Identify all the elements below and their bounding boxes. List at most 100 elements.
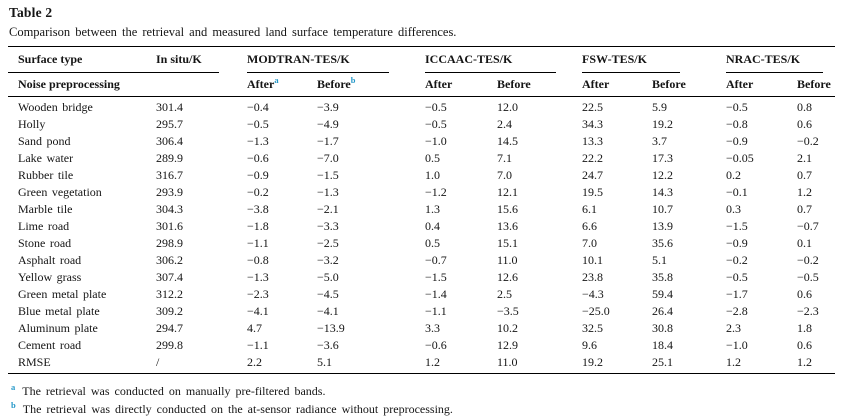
table-row: Stone road 298.9 −1.1 −2.5 0.5 15.1 7.0 35.6 −0.… xyxy=(8,235,835,252)
value-cell: 13.6 xyxy=(497,219,518,233)
value-cell: −0.6 xyxy=(247,151,269,165)
table-row: Sand pond 306.4 −1.3 −1.7 −1.0 14.5 13.3 3.7 −0.… xyxy=(8,133,835,150)
in-situ-cell: 306.2 xyxy=(156,253,183,267)
table-row: Marble tile 304.3 −3.8 −2.1 1.3 15.6 6.1 10.7 0.… xyxy=(8,201,835,218)
surface-type-cell: Green vegetation xyxy=(18,185,102,199)
table-row: Lime road 301.6 −1.8 −3.3 0.4 13.6 6.6 13.9 −1.5… xyxy=(8,218,835,235)
value-cell: −1.1 xyxy=(425,304,447,318)
value-cell: −1.3 xyxy=(317,185,339,199)
table-row: Holly 295.7 −0.5 −4.9 −0.5 2.4 34.3 19.2 −0.8 0.6 xyxy=(8,116,835,133)
value-cell: 5.9 xyxy=(652,100,668,114)
value-cell: 12.0 xyxy=(497,100,518,114)
in-situ-cell: 295.7 xyxy=(156,117,183,131)
value-cell: 1.0 xyxy=(425,168,440,182)
in-situ-cell: 301.6 xyxy=(156,219,183,233)
value-cell: 12.6 xyxy=(497,270,518,284)
value-cell: 6.6 xyxy=(582,219,598,233)
value-cell: 11.0 xyxy=(497,355,518,369)
value-cell: 1.2 xyxy=(726,355,742,369)
lst-comparison-table: Surface type In situ/K MODTRAN-TES/K ICC… xyxy=(8,46,836,374)
value-cell: 22.5 xyxy=(582,100,604,114)
value-cell: −3.9 xyxy=(317,100,339,114)
value-cell: −0.5 xyxy=(726,100,748,114)
table-label: Table 2 xyxy=(9,5,53,20)
table-row: Yellow grass 307.4 −1.3 −5.0 −1.5 12.6 23.8 35.… xyxy=(8,269,835,286)
subcol-label: After xyxy=(247,77,275,91)
subcol-label: Before xyxy=(317,77,351,91)
value-cell: −0.2 xyxy=(797,253,819,267)
value-cell: 30.8 xyxy=(652,321,674,335)
value-cell: −0.1 xyxy=(726,185,748,199)
value-cell: 0.3 xyxy=(726,202,742,216)
value-cell: −4.5 xyxy=(317,287,339,301)
value-cell: 3.7 xyxy=(652,134,668,148)
surface-type-cell: Stone road xyxy=(18,236,72,250)
subcol-nrac-after: After xyxy=(726,73,798,97)
value-cell: 15.1 xyxy=(497,236,518,250)
in-situ-cell: 316.7 xyxy=(156,168,183,182)
value-cell: −25.0 xyxy=(582,304,610,318)
surface-type-cell: RMSE xyxy=(18,355,51,369)
value-cell: 24.7 xyxy=(582,168,604,182)
value-cell: 0.6 xyxy=(797,338,813,352)
footnote-marker-a-ref: a xyxy=(274,75,279,85)
value-cell: 11.0 xyxy=(497,253,518,267)
value-cell: 13.3 xyxy=(582,134,604,148)
value-cell: 1.2 xyxy=(797,185,813,199)
subcol-modtran-after: Aftera xyxy=(247,73,317,97)
value-cell: −5.0 xyxy=(317,270,339,284)
footnote-a: a The retrieval was conducted on manually… xyxy=(9,382,835,400)
value-cell: 7.0 xyxy=(582,236,598,250)
value-cell: −1.1 xyxy=(247,236,269,250)
surface-type-cell: Lake water xyxy=(18,151,74,165)
value-cell: 18.4 xyxy=(652,338,674,352)
table-row: Aluminum plate 294.7 4.7 −13.9 3.3 10.2 32.5 30… xyxy=(8,320,835,337)
value-cell: −1.0 xyxy=(425,134,447,148)
value-cell: 59.4 xyxy=(652,287,674,301)
value-cell: 19.5 xyxy=(582,185,604,199)
surface-type-cell: Yellow grass xyxy=(18,270,82,284)
value-cell: 9.6 xyxy=(582,338,598,352)
value-cell: −1.2 xyxy=(425,185,447,199)
in-situ-cell: 289.9 xyxy=(156,151,183,165)
in-situ-cell: 306.4 xyxy=(156,134,183,148)
value-cell: 4.7 xyxy=(247,321,262,335)
value-cell: 12.1 xyxy=(497,185,518,199)
footnote-a-marker: a xyxy=(11,382,16,392)
value-cell: 5.1 xyxy=(317,355,332,369)
value-cell: −2.5 xyxy=(317,236,339,250)
value-cell: −3.6 xyxy=(317,338,339,352)
value-cell: −0.5 xyxy=(726,270,748,284)
in-situ-cell: 293.9 xyxy=(156,185,183,199)
surface-type-cell: Holly xyxy=(18,117,46,131)
value-cell: −3.8 xyxy=(247,202,269,216)
value-cell: 1.3 xyxy=(425,202,440,216)
value-cell: −0.5 xyxy=(425,100,447,114)
value-cell: −0.9 xyxy=(247,168,269,182)
value-cell: 0.2 xyxy=(726,168,742,182)
surface-type-cell: Marble tile xyxy=(18,202,73,216)
value-cell: −1.1 xyxy=(247,338,269,352)
col-group-modtran-tes: MODTRAN-TES/K xyxy=(247,47,425,74)
footnote-marker-b-ref: b xyxy=(350,75,356,85)
table-body: Wooden bridge 301.4 −0.4 −3.9 −0.5 12.0 22.5 5.… xyxy=(8,97,835,374)
surface-type-cell: Aluminum plate xyxy=(18,321,98,335)
in-situ-cell: 304.3 xyxy=(156,202,183,216)
subcol-iccaac-after: After xyxy=(425,73,497,97)
surface-type-cell: Lime road xyxy=(18,219,70,233)
value-cell: 7.0 xyxy=(497,168,512,182)
value-cell: −1.5 xyxy=(726,219,748,233)
in-situ-cell: 294.7 xyxy=(156,321,183,335)
value-cell: −13.9 xyxy=(317,321,345,335)
subcol-modtran-before: Beforeb xyxy=(317,73,425,97)
value-cell: 5.1 xyxy=(652,253,668,267)
value-cell: −3.5 xyxy=(497,304,519,318)
value-cell: 12.2 xyxy=(652,168,674,182)
col-header-surface-type: Surface type xyxy=(8,47,156,74)
table-row: Green metal plate 312.2 −2.3 −4.5 −1.4 2.5 −4.… xyxy=(8,286,835,303)
value-cell: −1.8 xyxy=(247,219,269,233)
value-cell: 19.2 xyxy=(652,117,674,131)
value-cell: 13.9 xyxy=(652,219,674,233)
value-cell: −2.1 xyxy=(317,202,339,216)
subcol-nrac-before: Before xyxy=(797,73,836,97)
